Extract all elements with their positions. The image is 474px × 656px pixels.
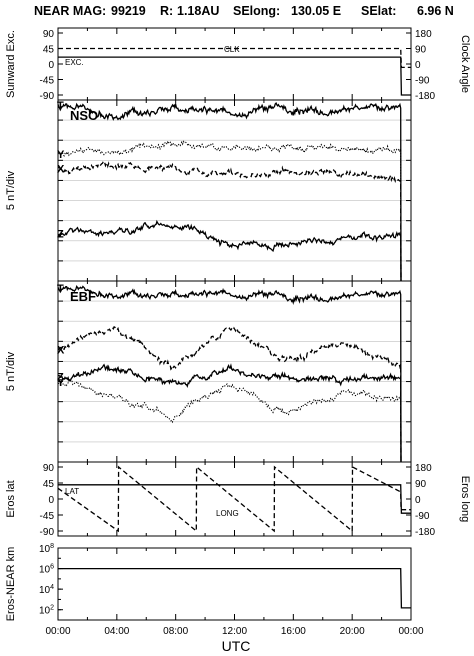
NSO-series-label: Y [57,149,65,161]
NSO-axis-title: 5 nT/div [5,170,17,210]
eros-position-right-tick-label: -90 [415,511,430,522]
header-line: NEAR MAG: 99219 R: 1.18AU SElong: 130.05… [0,4,474,18]
EBF-trace-y [57,379,402,463]
eros-position-left-tick-label: -90 [40,527,55,538]
eros-position-right-tick-label: -180 [415,527,435,538]
EBF-series-label: Y [57,377,65,389]
selat-value: 6.96 N [417,4,454,18]
eros-near-distance-tick-label: 106 [39,564,54,576]
x-tick-label: 16:00 [281,626,306,637]
EBF-axis-title: 5 nT/div [5,351,17,391]
r-value: 1.18AU [177,4,220,18]
eros-position-annotation-long: LONG [216,509,239,518]
excitation-right-tick-label: 0 [415,60,421,71]
eros-near-distance-series-distance [58,567,411,609]
eros-position-right-tick-label: 180 [415,463,432,474]
eros-position-left-tick-label: 45 [43,479,55,490]
eros-position-annotation-lat: LAT [65,487,79,496]
x-tick-label: 20:00 [340,626,365,637]
EBF-panel-title: EBF [70,289,96,304]
excitation-left-axis-title: Sunward Exc. [5,30,17,98]
excitation-right-tick-label: -180 [415,91,435,102]
EBF-series-label: X [57,344,65,356]
NSO-series-label: T [57,100,64,112]
eros-near-distance-tick-label: 102 [39,605,54,617]
eros-position-left-tick-label: -45 [40,511,55,522]
excitation-left-tick-label: 45 [43,45,55,56]
instrument-label: NEAR MAG: [34,4,107,18]
eros-position-right-tick-label: 90 [415,479,427,490]
excitation-left-tick-label: -90 [40,91,55,102]
EBF-trace-z [58,363,402,463]
selong-label: SElong: [233,4,281,18]
NSO-trace-x [58,159,402,282]
selat-label: SElat: [361,4,397,18]
NSO-trace-z [57,219,402,282]
excitation-annotation-exc: EXC. [65,58,84,67]
eros-position-right-tick-label: 0 [415,495,421,506]
excitation-series-exc [58,56,411,96]
excitation-left-tick-label: -45 [40,76,55,87]
eros-position-left-tick-label: 0 [48,495,54,506]
excitation-frame [57,27,412,101]
x-tick-label: 00:00 [45,626,70,637]
excitation-right-tick-label: 90 [415,45,427,56]
x-tick-label: 08:00 [163,626,188,637]
EBF-trace-t [57,284,402,463]
selong-value: 130.05 E [291,4,342,18]
excitation-right-tick-label: 180 [415,29,432,40]
NSO-series-label: Z [57,229,64,241]
NSO-panel-title: NSO [70,108,98,123]
eros-position-left-tick-label: 90 [43,463,55,474]
eros-position-left-axis-title: Eros lat [5,480,17,517]
date-code: 99219 [111,4,146,18]
x-tick-label: 12:00 [222,626,247,637]
eros-near-distance-frame [57,547,412,621]
EBF-series-label: T [57,283,64,295]
x-axis-title: UTC [222,638,251,654]
eros-position-series-long [57,465,411,533]
eros-position-series-lat [58,484,411,514]
NSO-trace-y [57,139,402,282]
excitation-left-tick-label: 0 [48,60,54,71]
eros-near-distance-tick-label: 104 [39,584,54,596]
eros-position-right-axis-title: Eros long [459,476,471,522]
r-label: R: [160,4,174,18]
eros-near-distance-tick-label: 108 [39,543,54,555]
eros-near-distance-axis-title: Eros-NEAR km [5,547,17,622]
EBF-frame [57,280,412,463]
x-tick-label: 00:00 [398,626,423,637]
NSO-frame [57,99,412,282]
excitation-right-tick-label: -90 [415,76,430,87]
EBF-trace-x [57,326,402,463]
NSO-series-label: X [57,163,65,175]
EBF-series-label: Z [57,372,64,384]
excitation-left-tick-label: 90 [43,29,55,40]
NSO-trace-t [57,101,402,282]
excitation-annotation-clk: CLK [224,45,240,54]
x-tick-label: 04:00 [104,626,129,637]
excitation-right-axis-title: Clock Angle [459,35,471,93]
